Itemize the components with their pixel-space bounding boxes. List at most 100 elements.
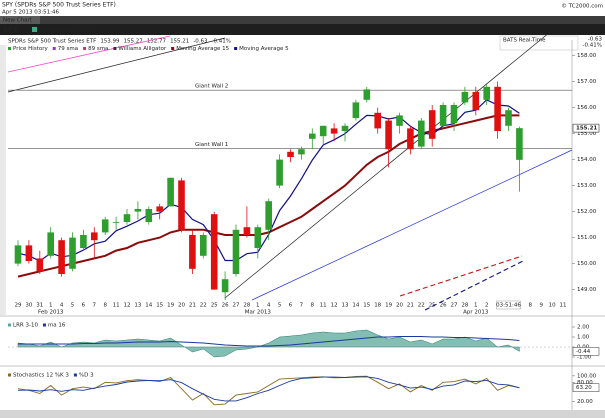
side-tabs — [0, 45, 6, 315]
y-tick-label: 2.00 — [577, 325, 590, 331]
legend-swatch — [8, 47, 11, 50]
candle-body — [178, 180, 185, 230]
trendline — [7, 37, 226, 93]
legend-label: Price History — [13, 46, 48, 52]
panel-legend: LRR 3-10 — [13, 323, 38, 329]
quote-change-pct: -0.41% — [212, 39, 231, 45]
candle-body — [298, 149, 305, 155]
candle-body — [145, 209, 153, 222]
quote-box — [499, 35, 579, 51]
legend-swatch — [52, 47, 56, 50]
candle-body — [156, 206, 163, 212]
add-indicator[interactable]: Add Indicator — [40, 28, 77, 34]
copyright: © TC2000.com — [561, 3, 603, 10]
candle-body — [221, 279, 229, 293]
x-tick-label: 7 — [93, 303, 97, 309]
add-icon[interactable] — [32, 27, 37, 32]
y-tick-label: 158.00 — [577, 53, 597, 59]
candle-body — [418, 120, 425, 147]
x-tick-label: 1 — [474, 303, 478, 309]
candle-body — [396, 115, 403, 126]
y-tick-label: -1.00 — [577, 355, 592, 361]
x-tick-label: 21 — [407, 303, 414, 309]
quote-change: -0.63 — [588, 37, 603, 43]
y-tick-label: 152.00 — [577, 209, 597, 215]
y-tick-label: 151.00 — [577, 235, 597, 241]
y-tick-label: 154.00 — [577, 157, 597, 163]
x-tick-label: 27 — [451, 303, 458, 309]
candle-body — [505, 110, 512, 126]
legend-label: 89 sma — [88, 46, 108, 52]
quote-high: 155.27 — [124, 39, 144, 45]
x-tick-label: 15 — [156, 303, 163, 309]
tab-label[interactable]: New Chart — [3, 18, 33, 24]
x-tick-label: 11 — [320, 303, 327, 309]
x-tick-label: 26 — [440, 303, 447, 309]
value-tag — [572, 347, 600, 356]
candle-body — [309, 133, 316, 139]
x-tick-label: 20 — [178, 303, 185, 309]
x-tick-label: 21 — [189, 303, 196, 309]
timestamp: Apr 5 2013 03:51:46 — [2, 10, 59, 16]
quote-change-pct: -0.41% — [583, 43, 602, 49]
x-tick-label: 8 — [103, 303, 107, 309]
x-tick-label: 28 — [243, 303, 250, 309]
candle-body — [254, 227, 262, 248]
x-tick-label: 15 — [363, 303, 370, 309]
candle-body — [112, 222, 120, 223]
legend-swatch — [113, 47, 117, 50]
candle-body — [232, 229, 240, 274]
x-tick-label: 1 — [256, 303, 260, 309]
y-tick-label: 150.00 — [577, 261, 597, 267]
y-tick-label: 153.00 — [577, 183, 597, 189]
x-tick-label: 25 — [429, 303, 436, 309]
window-title: SPY (SPDRs S&P 500 Trust Series ETF) — [2, 2, 116, 9]
x-tick-label: 5 — [278, 303, 282, 309]
tab[interactable] — [0, 16, 40, 24]
wall-label: Giant Wall 1 — [195, 142, 228, 148]
symbol[interactable]: SPY — [3, 26, 19, 34]
candle-body — [483, 86, 490, 100]
cursor-time-box — [496, 300, 521, 310]
quote-close: 155.21 — [170, 39, 189, 45]
cursor-time: 03:51:46 — [496, 303, 521, 309]
legend-label: Moving Average 15 — [176, 46, 229, 52]
candle-body — [265, 201, 272, 230]
quote-change: -0.63 — [193, 39, 208, 45]
x-tick-label: 22 — [200, 303, 207, 309]
candle-body — [69, 237, 76, 269]
x-tick-label: 12 — [331, 303, 338, 309]
period[interactable]: Daily — [82, 28, 97, 34]
feed: BATS Real-Time — [503, 38, 546, 44]
legend-label: Moving Average 5 — [239, 46, 289, 52]
x-tick-label: 29 — [15, 303, 22, 309]
y-tick-label: 80.00 — [577, 380, 593, 386]
x-tick-label: 4 — [267, 303, 271, 309]
x-tick-label: 27 — [233, 303, 240, 309]
candle-body — [287, 151, 294, 157]
legend-swatch — [42, 323, 46, 327]
month-label: Mar 2013 — [245, 310, 272, 316]
candle-body — [428, 110, 436, 139]
y-tick-label: 155.00 — [577, 131, 597, 137]
trendline — [251, 149, 573, 301]
legend-swatch — [234, 47, 238, 50]
x-tick-label: 13 — [342, 303, 349, 309]
info-row: SPDRs S&P 500 Trust Series ETF 153.99 155.… — [8, 39, 231, 45]
x-tick-label: 10 — [549, 303, 556, 309]
candle-body — [101, 219, 109, 233]
legend-swatch — [83, 47, 87, 50]
value-tag — [572, 383, 600, 392]
wall-label: Giant Wall 2 — [195, 84, 228, 90]
tab-bar — [0, 16, 605, 24]
candle-body — [352, 102, 360, 118]
x-tick-label: 11 — [113, 303, 120, 309]
x-tick-label: 5 — [71, 303, 75, 309]
candle-body — [363, 89, 371, 100]
x-tick-label: 26 — [222, 303, 229, 309]
security-name: SPDRs S&P 500 Trust Series ETF — [8, 39, 96, 45]
candle-body — [439, 105, 447, 126]
toolbar — [0, 24, 605, 35]
projection-line — [399, 255, 523, 297]
month-label: Feb 2013 — [38, 310, 64, 316]
